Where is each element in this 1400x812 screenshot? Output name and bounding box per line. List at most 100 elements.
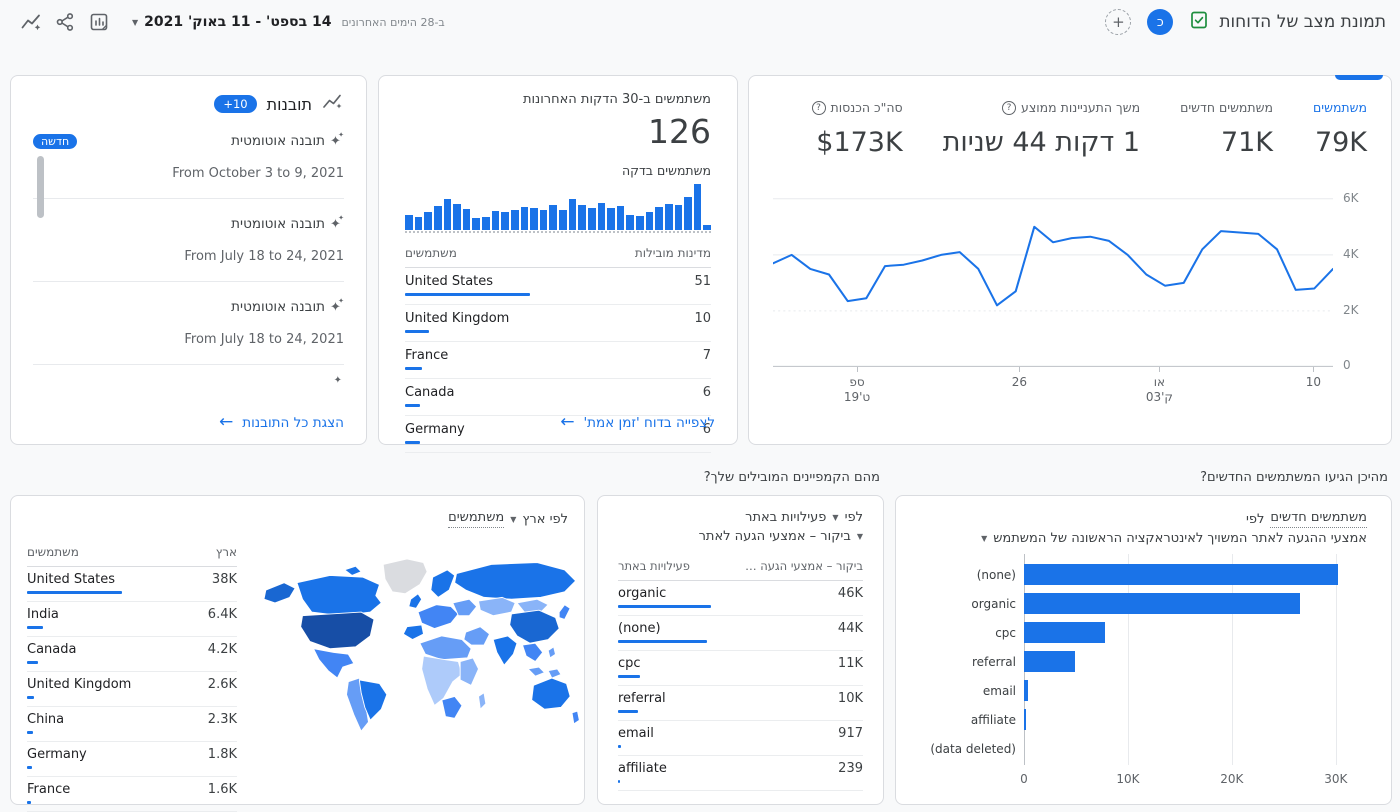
minute-bar [405,214,413,230]
table-row[interactable]: cpc 11K [618,651,863,686]
metric-tab[interactable]: משתמשים חדשים 71K [1180,100,1273,158]
metric-value: 2.3K [207,712,237,727]
table-row[interactable]: United Kingdom 10 [405,305,711,342]
metric-tab[interactable]: ? משך התעניינות ממוצע 1 דקות 44 שניות [943,100,1140,158]
table-row[interactable]: Canada 4.2K [27,637,237,672]
dimension-value: India [27,607,59,622]
show-all-insights-link[interactable]: ← הצגת כל התובנות [219,414,344,431]
metric-dropdown[interactable]: משתמשים [448,510,505,528]
insight-item[interactable]: חדשה תובנה אוטומטית ✦ From October 3 to … [33,116,344,199]
insight-item[interactable]: תובנה אוטומטית ✦ From July 18 to 24, 202… [33,199,344,282]
insights-scrollbar[interactable] [37,156,44,218]
bar-chart-row[interactable]: referral [920,647,1367,676]
date-range[interactable]: 14 בספט' - 11 באוק' 2021 [144,14,332,30]
table-row[interactable]: India 6.4K [27,602,237,637]
table-row[interactable]: organic 46K [618,581,863,616]
dimension-value: cpc [618,656,641,671]
table-rows: United States 38K India 6.4K Canada 4.2K… [27,567,237,812]
users-per-minute-bar-chart [405,183,711,233]
insight-title: תובנה אוטומטית [231,216,325,232]
minute-bar [568,199,577,230]
chevron-down-icon[interactable]: ▼ [981,534,988,543]
bar-chart-row[interactable]: cpc [920,618,1367,647]
minute-bar [520,206,529,230]
minute-bar [482,216,490,230]
table-row[interactable]: France 7 [405,342,711,379]
table-row[interactable]: Germany 1.8K [27,742,237,777]
metric-tab[interactable]: משתמשים 79K [1313,100,1367,158]
x-axis-label: 10 [1305,375,1322,389]
share-icon[interactable] [48,7,82,37]
category-label: email [982,683,1016,698]
date-range-caret-icon[interactable]: ▼ [132,17,139,27]
view-realtime-link[interactable]: ← לצפייה בדוח 'זמן אמת' [560,414,715,431]
world-map[interactable] [253,540,583,812]
add-comparison-icon[interactable]: + [1105,9,1132,35]
metric-tabs: משתמשים 79K משתמשים חדשים 71K ? משך התענ… [773,90,1367,158]
insights-list: חדשה תובנה אוטומטית ✦ From October 3 to … [33,116,344,365]
table-row[interactable]: Canada 6 [405,379,711,416]
bar-chart-row[interactable]: organic [920,589,1367,618]
value-bar [1024,593,1301,614]
metric-value: 1.8K [207,747,237,762]
dimension-dropdown[interactable]: אמצעי ההגעה לאתר המשויך לאינטראקציה הראש… [993,531,1367,546]
help-icon[interactable]: ? [1002,100,1017,115]
bar-chart-row[interactable]: (none) [920,560,1367,589]
bar-chart-row[interactable]: email [920,676,1367,705]
row-value-bar [405,329,430,333]
metric-value: 7 [702,347,711,363]
minute-bar [539,210,548,230]
insight-new-badge: חדשה [33,133,78,149]
chevron-down-icon[interactable]: ▼ [856,532,863,541]
metric-dropdown[interactable]: משתמשים חדשים [1270,510,1367,528]
minute-bar [664,203,673,230]
table-row[interactable]: United Kingdom 2.6K [27,672,237,707]
insight-date-range: From October 3 to 9, 2021 [172,166,344,181]
chevron-down-icon[interactable]: ▼ [510,514,517,524]
table-row[interactable]: France 1.6K [27,777,237,812]
y-axis-label: 0 [1343,358,1351,373]
dimension-dropdown[interactable]: ביקור – אמצעי הגעה לאתר [698,529,851,544]
table-row[interactable]: United States 38K [27,567,237,602]
bar-chart-row[interactable]: affiliate [920,705,1367,734]
insight-item[interactable]: תובנה אוטומטית ✦ From July 18 to 24, 202… [33,282,344,365]
bar-chart-row[interactable]: (data deleted) [920,734,1367,763]
table-row[interactable]: (none) 44K [618,616,863,651]
table-row[interactable]: China 2.3K [27,707,237,742]
bar-track [1024,651,1367,672]
minute-bar [597,202,606,230]
minute-bar [587,207,596,230]
table-row[interactable]: referral 10K [618,686,863,721]
dimension-value: United Kingdom [27,677,132,692]
value-bar [1024,709,1027,730]
report-check-icon [1189,10,1209,34]
table-header-row: פעילויות באתר ביקור – אמצעי הגעה … [618,554,863,581]
dimension-value: Germany [27,747,87,762]
dimension-value: United States [27,572,116,587]
metric-value: 11K [837,656,863,671]
row-value-bar [27,626,43,629]
table-row[interactable]: United States 51 [405,268,711,305]
bar-chart-gridline [1335,554,1337,765]
minute-bar [443,199,452,230]
insights-icon[interactable] [14,7,48,37]
avatar[interactable]: כ [1147,9,1174,35]
metric-value: 2.6K [207,677,237,692]
table-row[interactable]: email 917 [618,721,863,756]
metric-value: 4.2K [207,642,237,657]
row-value-bar [27,801,31,804]
minute-bar [462,209,471,230]
users-line-chart: 6K 4K 2K 0 [773,182,1367,372]
metric-value: 6.4K [207,607,237,622]
metric-dropdown[interactable]: פעילויות באתר [745,510,827,525]
help-icon[interactable]: ? [811,100,826,115]
line-chart-plot[interactable] [773,182,1333,367]
chevron-down-icon[interactable]: ▼ [832,513,839,522]
customize-report-icon[interactable] [82,7,116,37]
value-bar [1024,564,1338,585]
metric-tab[interactable]: ? סה"כ הכנסות $173K [811,100,903,158]
table-row[interactable]: Germany 6 [405,416,711,453]
page-title: תמונת מצב של הדוחות [1219,12,1386,32]
category-label: referral [971,654,1016,669]
table-row[interactable]: affiliate 239 [618,756,863,791]
